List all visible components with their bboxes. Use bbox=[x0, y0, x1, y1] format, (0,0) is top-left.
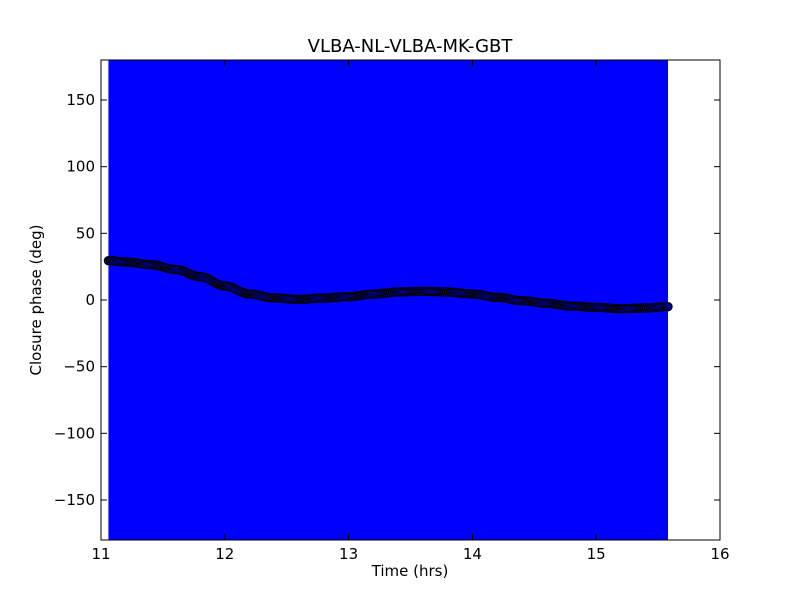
y-tick-label: −50 bbox=[63, 358, 95, 376]
data-series bbox=[103, 255, 673, 314]
x-axis-label: Time (hrs) bbox=[371, 562, 449, 580]
x-tick-label: 14 bbox=[463, 545, 482, 563]
data-point bbox=[663, 301, 673, 312]
x-tick-label: 15 bbox=[587, 545, 606, 563]
y-tick-label: 150 bbox=[66, 91, 95, 109]
axes: 11 12 13 14 15 16 −150 −100 −50 0 50 100 150 bbox=[54, 59, 730, 563]
y-tick-label: −150 bbox=[54, 491, 95, 509]
chart-title: VLBA-NL-VLBA-MK-GBT bbox=[308, 36, 514, 57]
y-tick-label: 0 bbox=[85, 291, 95, 309]
x-tick-label: 11 bbox=[91, 545, 110, 563]
y-axis-label: Closure phase (deg) bbox=[27, 225, 45, 376]
plot-area bbox=[101, 60, 720, 540]
x-tick-label: 16 bbox=[710, 545, 729, 563]
x-tick-label: 13 bbox=[339, 545, 358, 563]
error-band bbox=[108, 60, 669, 540]
x-tick-label: 12 bbox=[215, 545, 234, 563]
y-tick-label: 50 bbox=[76, 224, 95, 242]
y-tick-label: −100 bbox=[54, 424, 95, 442]
y-tick-label: 100 bbox=[66, 158, 95, 176]
